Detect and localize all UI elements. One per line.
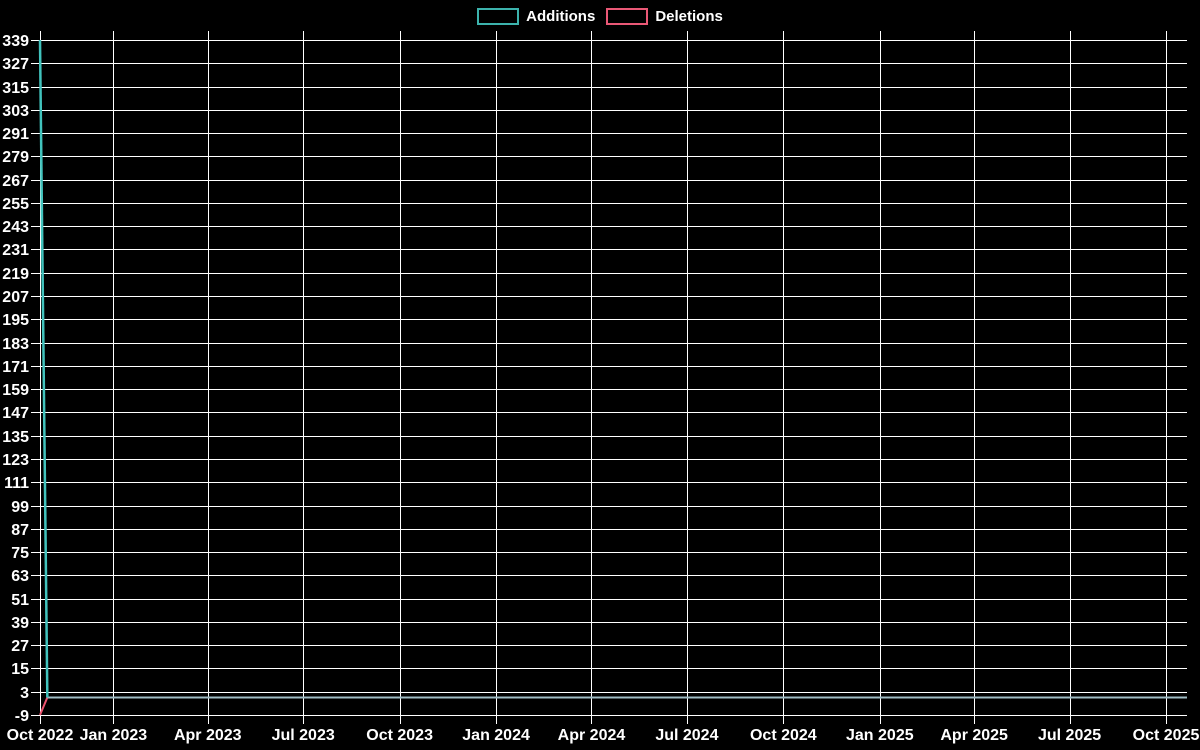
y-tick-label: 279 xyxy=(2,149,29,166)
x-tick-label: Oct 2024 xyxy=(750,727,817,744)
x-tick-label: Jan 2024 xyxy=(462,727,530,744)
y-tick-label: 111 xyxy=(4,475,29,492)
x-tick-label: Apr 2024 xyxy=(558,727,626,744)
chart-legend: Additions Deletions xyxy=(0,8,1200,25)
x-tick-label: Apr 2023 xyxy=(174,727,242,744)
y-tick-label: 255 xyxy=(2,196,29,213)
y-tick-label: 15 xyxy=(11,661,29,678)
y-tick-label: 315 xyxy=(2,80,29,97)
y-tick-label: 339 xyxy=(2,33,29,50)
legend-item-deletions: Deletions xyxy=(606,8,723,25)
y-tick-label: 63 xyxy=(11,568,29,585)
y-tick-label: 207 xyxy=(2,289,29,306)
y-tick-label: 3 xyxy=(20,685,29,702)
x-tick-label: Jan 2023 xyxy=(80,727,148,744)
additions-line xyxy=(38,39,49,698)
y-tick-label: 27 xyxy=(11,638,29,655)
x-tick-label: Jul 2025 xyxy=(1038,727,1101,744)
y-tick-label: 231 xyxy=(2,242,29,259)
x-tick-label: Jul 2024 xyxy=(655,727,718,744)
x-tick-label: Apr 2025 xyxy=(940,727,1008,744)
legend-label-deletions: Deletions xyxy=(655,8,723,25)
deletions-swatch-icon xyxy=(606,8,649,25)
additions-swatch-icon xyxy=(477,8,520,25)
y-tick-label: 99 xyxy=(11,499,29,516)
y-tick-label: 219 xyxy=(2,266,29,283)
legend-label-additions: Additions xyxy=(526,8,596,25)
x-tick-label: Oct 2023 xyxy=(366,727,433,744)
y-tick-label: 135 xyxy=(2,429,29,446)
y-tick-label: 267 xyxy=(2,173,29,190)
y-tick-label: 291 xyxy=(2,126,29,143)
y-tick-label: 243 xyxy=(2,219,29,236)
legend-item-additions: Additions xyxy=(477,8,595,25)
deletions-line xyxy=(39,696,1187,716)
y-tick-label: 327 xyxy=(2,56,29,73)
y-tick-label: 183 xyxy=(2,336,29,353)
y-tick-label: 147 xyxy=(2,405,29,422)
x-tick-label: Jan 2025 xyxy=(846,727,914,744)
y-tick-label: 39 xyxy=(11,615,29,632)
y-tick-label: 87 xyxy=(11,522,29,539)
x-tick-label: Oct 2022 xyxy=(7,727,74,744)
y-tick-label: 123 xyxy=(2,452,29,469)
y-tick-label: 171 xyxy=(2,359,29,376)
y-tick-label: 75 xyxy=(11,545,29,562)
y-tick-label: 159 xyxy=(2,382,29,399)
y-tick-label: -9 xyxy=(15,708,29,725)
y-tick-label: 303 xyxy=(2,103,29,120)
x-tick-label: Oct 2025 xyxy=(1133,727,1200,744)
x-tick-label: Jul 2023 xyxy=(272,727,335,744)
y-tick-label: 195 xyxy=(2,312,29,329)
y-tick-label: 51 xyxy=(11,592,29,609)
